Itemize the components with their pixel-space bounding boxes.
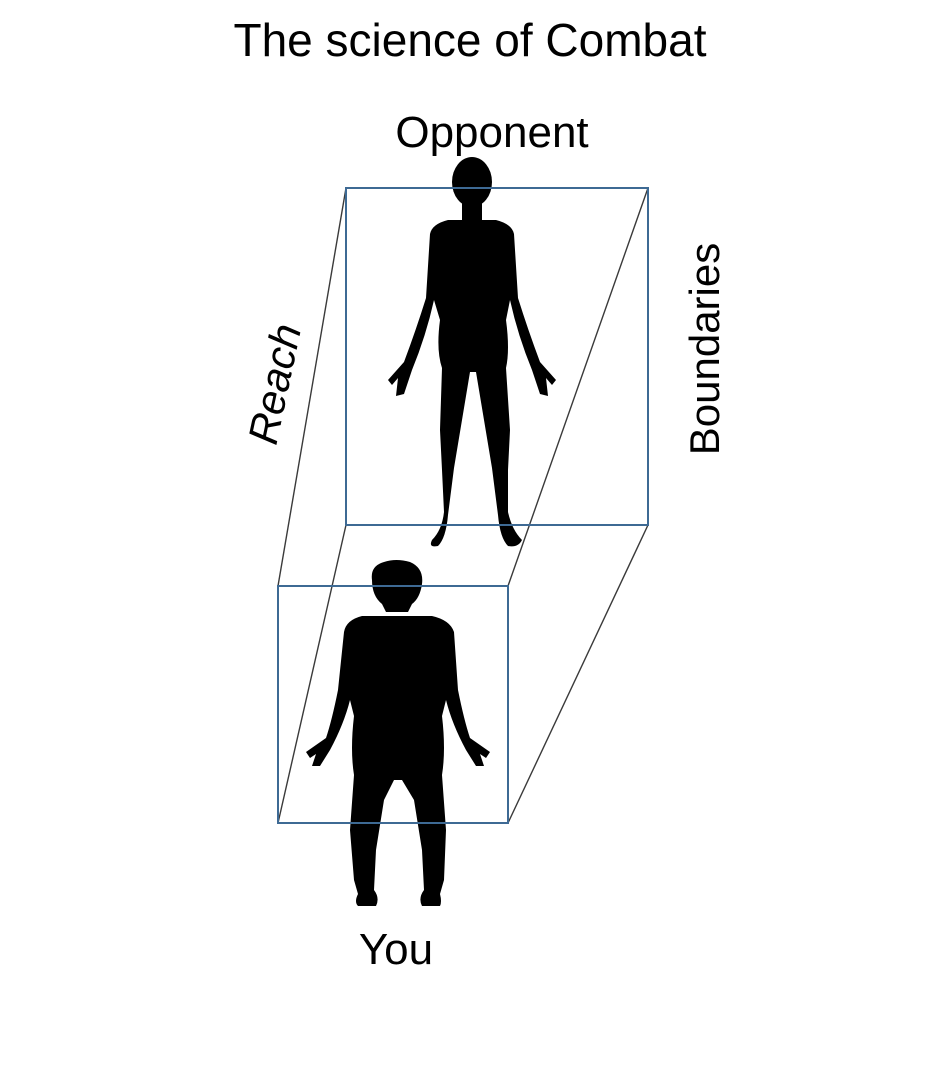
you-label: You <box>358 925 434 974</box>
connector-bottom-left <box>277 524 347 824</box>
boundaries-label: Boundaries <box>681 242 728 456</box>
perspective-connectors <box>277 187 649 824</box>
you-boundary-box <box>277 585 509 824</box>
diagram-title: The science of Combat <box>233 14 707 66</box>
opponent-silhouette-icon <box>388 157 556 547</box>
connector-bottom-right <box>507 524 649 824</box>
you-silhouette-icon <box>306 560 490 906</box>
opponent-boundary-box <box>345 187 649 526</box>
opponent-label: Opponent <box>395 108 589 157</box>
connector-top-right <box>507 187 649 587</box>
connector-top-left <box>277 187 347 587</box>
